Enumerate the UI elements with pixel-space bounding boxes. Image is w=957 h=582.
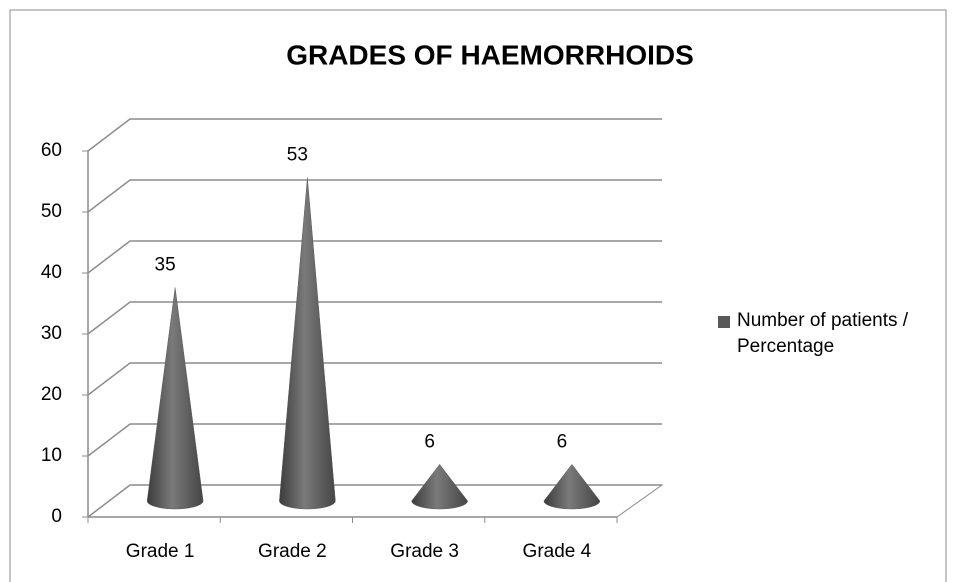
y-tick-label: 0 — [51, 506, 62, 527]
y-tick-label: 50 — [41, 201, 62, 222]
x-tick-label: Grade 4 — [523, 541, 592, 562]
x-tick-label: Grade 2 — [258, 541, 327, 562]
chart-title: GRADES OF HAEMORRHOIDS — [286, 39, 694, 70]
data-label: 53 — [287, 145, 308, 166]
legend-key — [718, 316, 730, 328]
cone — [411, 463, 468, 510]
grid-line — [87, 240, 662, 274]
x-tick-label: Grade 1 — [126, 541, 195, 562]
x-tick-label: Grade 3 — [390, 541, 459, 562]
grid-line — [87, 362, 662, 396]
y-tick-label: 10 — [41, 445, 62, 466]
y-tick-label: 20 — [41, 384, 62, 405]
data-label: 35 — [155, 255, 176, 276]
cone — [279, 177, 336, 510]
grid-line — [87, 301, 662, 335]
cone — [543, 463, 601, 510]
data-label: 6 — [557, 431, 568, 452]
y-tick-label: 30 — [41, 323, 62, 344]
grid-line — [87, 484, 662, 518]
grid-line — [87, 118, 662, 152]
cone — [146, 287, 204, 510]
y-tick-label: 40 — [41, 262, 62, 283]
y-tick-label: 60 — [41, 140, 62, 161]
legend-label: Number of patients / Percentage — [737, 310, 909, 357]
data-label: 6 — [424, 431, 435, 452]
grid-line — [87, 179, 662, 213]
grid-line — [87, 423, 662, 457]
